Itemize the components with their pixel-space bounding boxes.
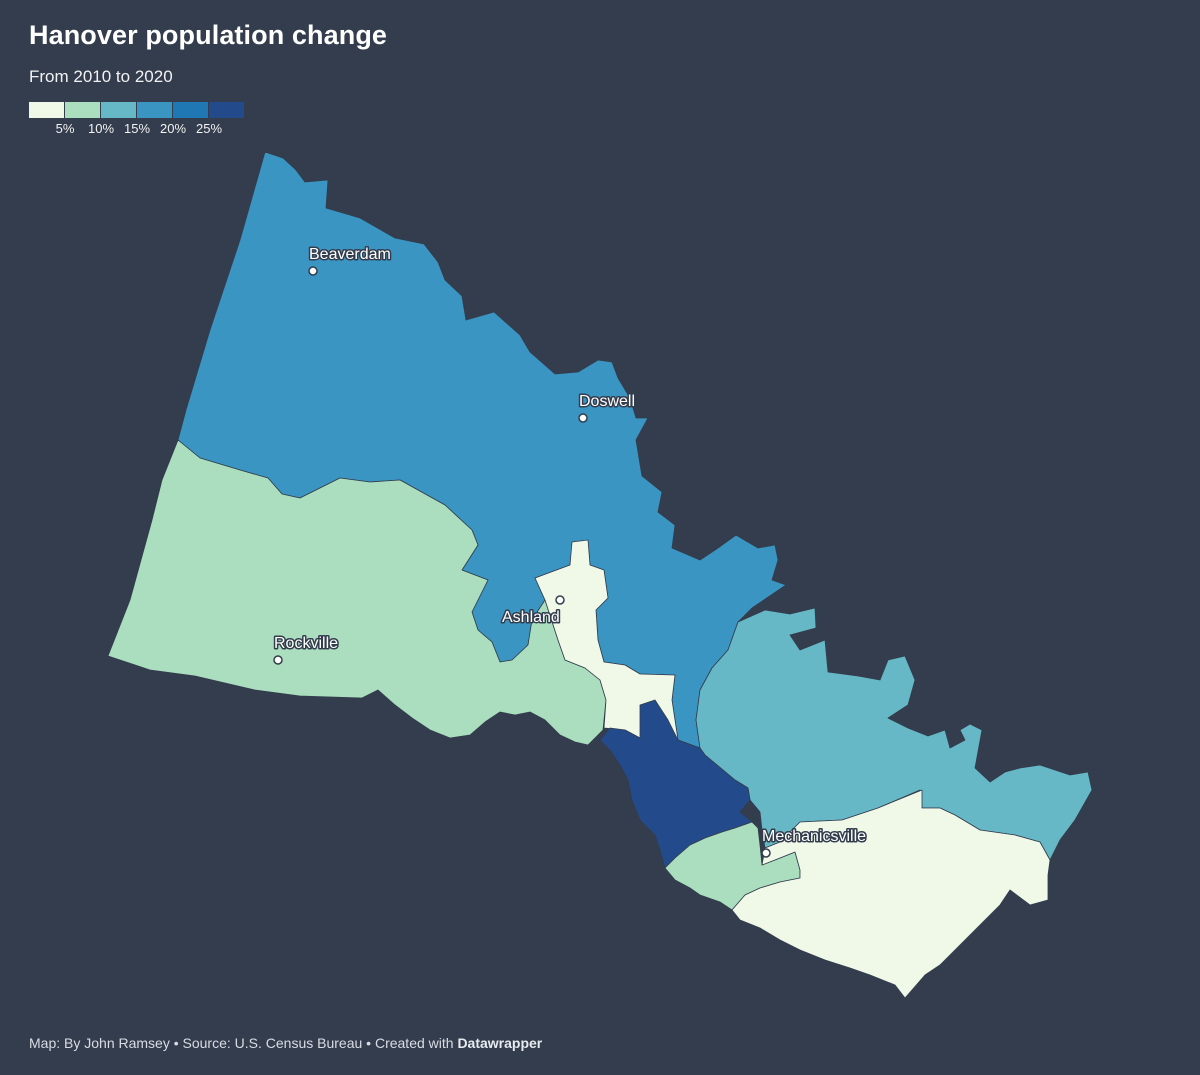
city-doswell: Doswell	[578, 392, 637, 423]
legend-swatch-1	[29, 102, 65, 118]
city-mechanicsville: Mechanicsville	[761, 827, 868, 858]
region-east[interactable]	[695, 607, 1093, 861]
chart-title: Hanover population change	[29, 20, 388, 50]
city-dot	[578, 413, 588, 423]
legend-swatch-4	[137, 102, 173, 118]
city-label: Ashland	[502, 609, 560, 626]
legend-tick-15: 15%	[123, 121, 151, 136]
city-label: Mechanicsville	[762, 828, 866, 845]
footer-credit-text: Map: By John Ramsey • Source: U.S. Censu…	[29, 1035, 458, 1051]
legend-tick-5: 5%	[55, 121, 75, 136]
legend-swatch-6	[209, 102, 245, 118]
legend-swatch-2	[65, 102, 101, 118]
city-ashland: Ashland	[501, 595, 565, 628]
region-southeast[interactable]	[731, 789, 1051, 999]
legend-swatch-3	[101, 102, 137, 118]
chart-subtitle: From 2010 to 2020	[29, 67, 173, 86]
color-legend: 5% 10% 15% 20% 25%	[29, 102, 249, 142]
city-dot	[273, 655, 283, 665]
footer-credit: Map: By John Ramsey • Source: U.S. Censu…	[29, 1035, 542, 1051]
city-dot	[308, 266, 318, 276]
city-label: Rockville	[274, 635, 338, 652]
city-dot	[555, 595, 565, 605]
city-beaverdam: Beaverdam	[308, 245, 392, 276]
city-rockville: Rockville	[273, 634, 340, 665]
legend-tick-20: 20%	[159, 121, 187, 136]
footer-tool-name: Datawrapper	[457, 1035, 543, 1051]
legend-tick-10: 10%	[87, 121, 115, 136]
legend-swatch-5	[173, 102, 209, 118]
city-label: Doswell	[579, 393, 635, 410]
legend-tick-25: 25%	[195, 121, 223, 136]
city-dot	[761, 848, 771, 858]
city-label: Beaverdam	[309, 246, 391, 263]
